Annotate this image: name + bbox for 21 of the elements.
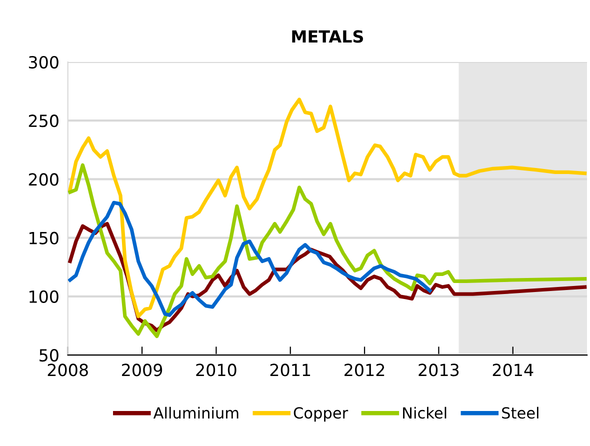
x-tick-label: 2013 bbox=[418, 364, 459, 376]
legend-label: Copper bbox=[294, 407, 348, 422]
legend-label: Nickel bbox=[403, 406, 446, 419]
x-tick-label: 2012 bbox=[344, 364, 384, 376]
y-tick-label: 200 bbox=[28, 173, 58, 186]
y-tick-label: 50 bbox=[40, 348, 58, 362]
line-series bbox=[68, 163, 587, 338]
legend-label: Steel bbox=[502, 406, 538, 419]
x-tick-label: 2009 bbox=[122, 364, 162, 376]
x-tick-label: 2008 bbox=[48, 364, 88, 376]
x-tick-label: 2010 bbox=[196, 364, 236, 376]
y-tick-label: 250 bbox=[28, 114, 58, 128]
chart-title: METALS bbox=[292, 30, 364, 43]
x-tick-label: 2011 bbox=[270, 364, 310, 376]
line-series bbox=[68, 98, 587, 318]
line-series bbox=[68, 200, 432, 317]
y-tick-label: 100 bbox=[30, 290, 58, 303]
y-tick-label: 300 bbox=[28, 56, 58, 69]
x-tick-label: 2014 bbox=[492, 364, 534, 376]
y-tick-label: 150 bbox=[30, 232, 58, 244]
legend-label: Alluminium bbox=[153, 406, 238, 419]
